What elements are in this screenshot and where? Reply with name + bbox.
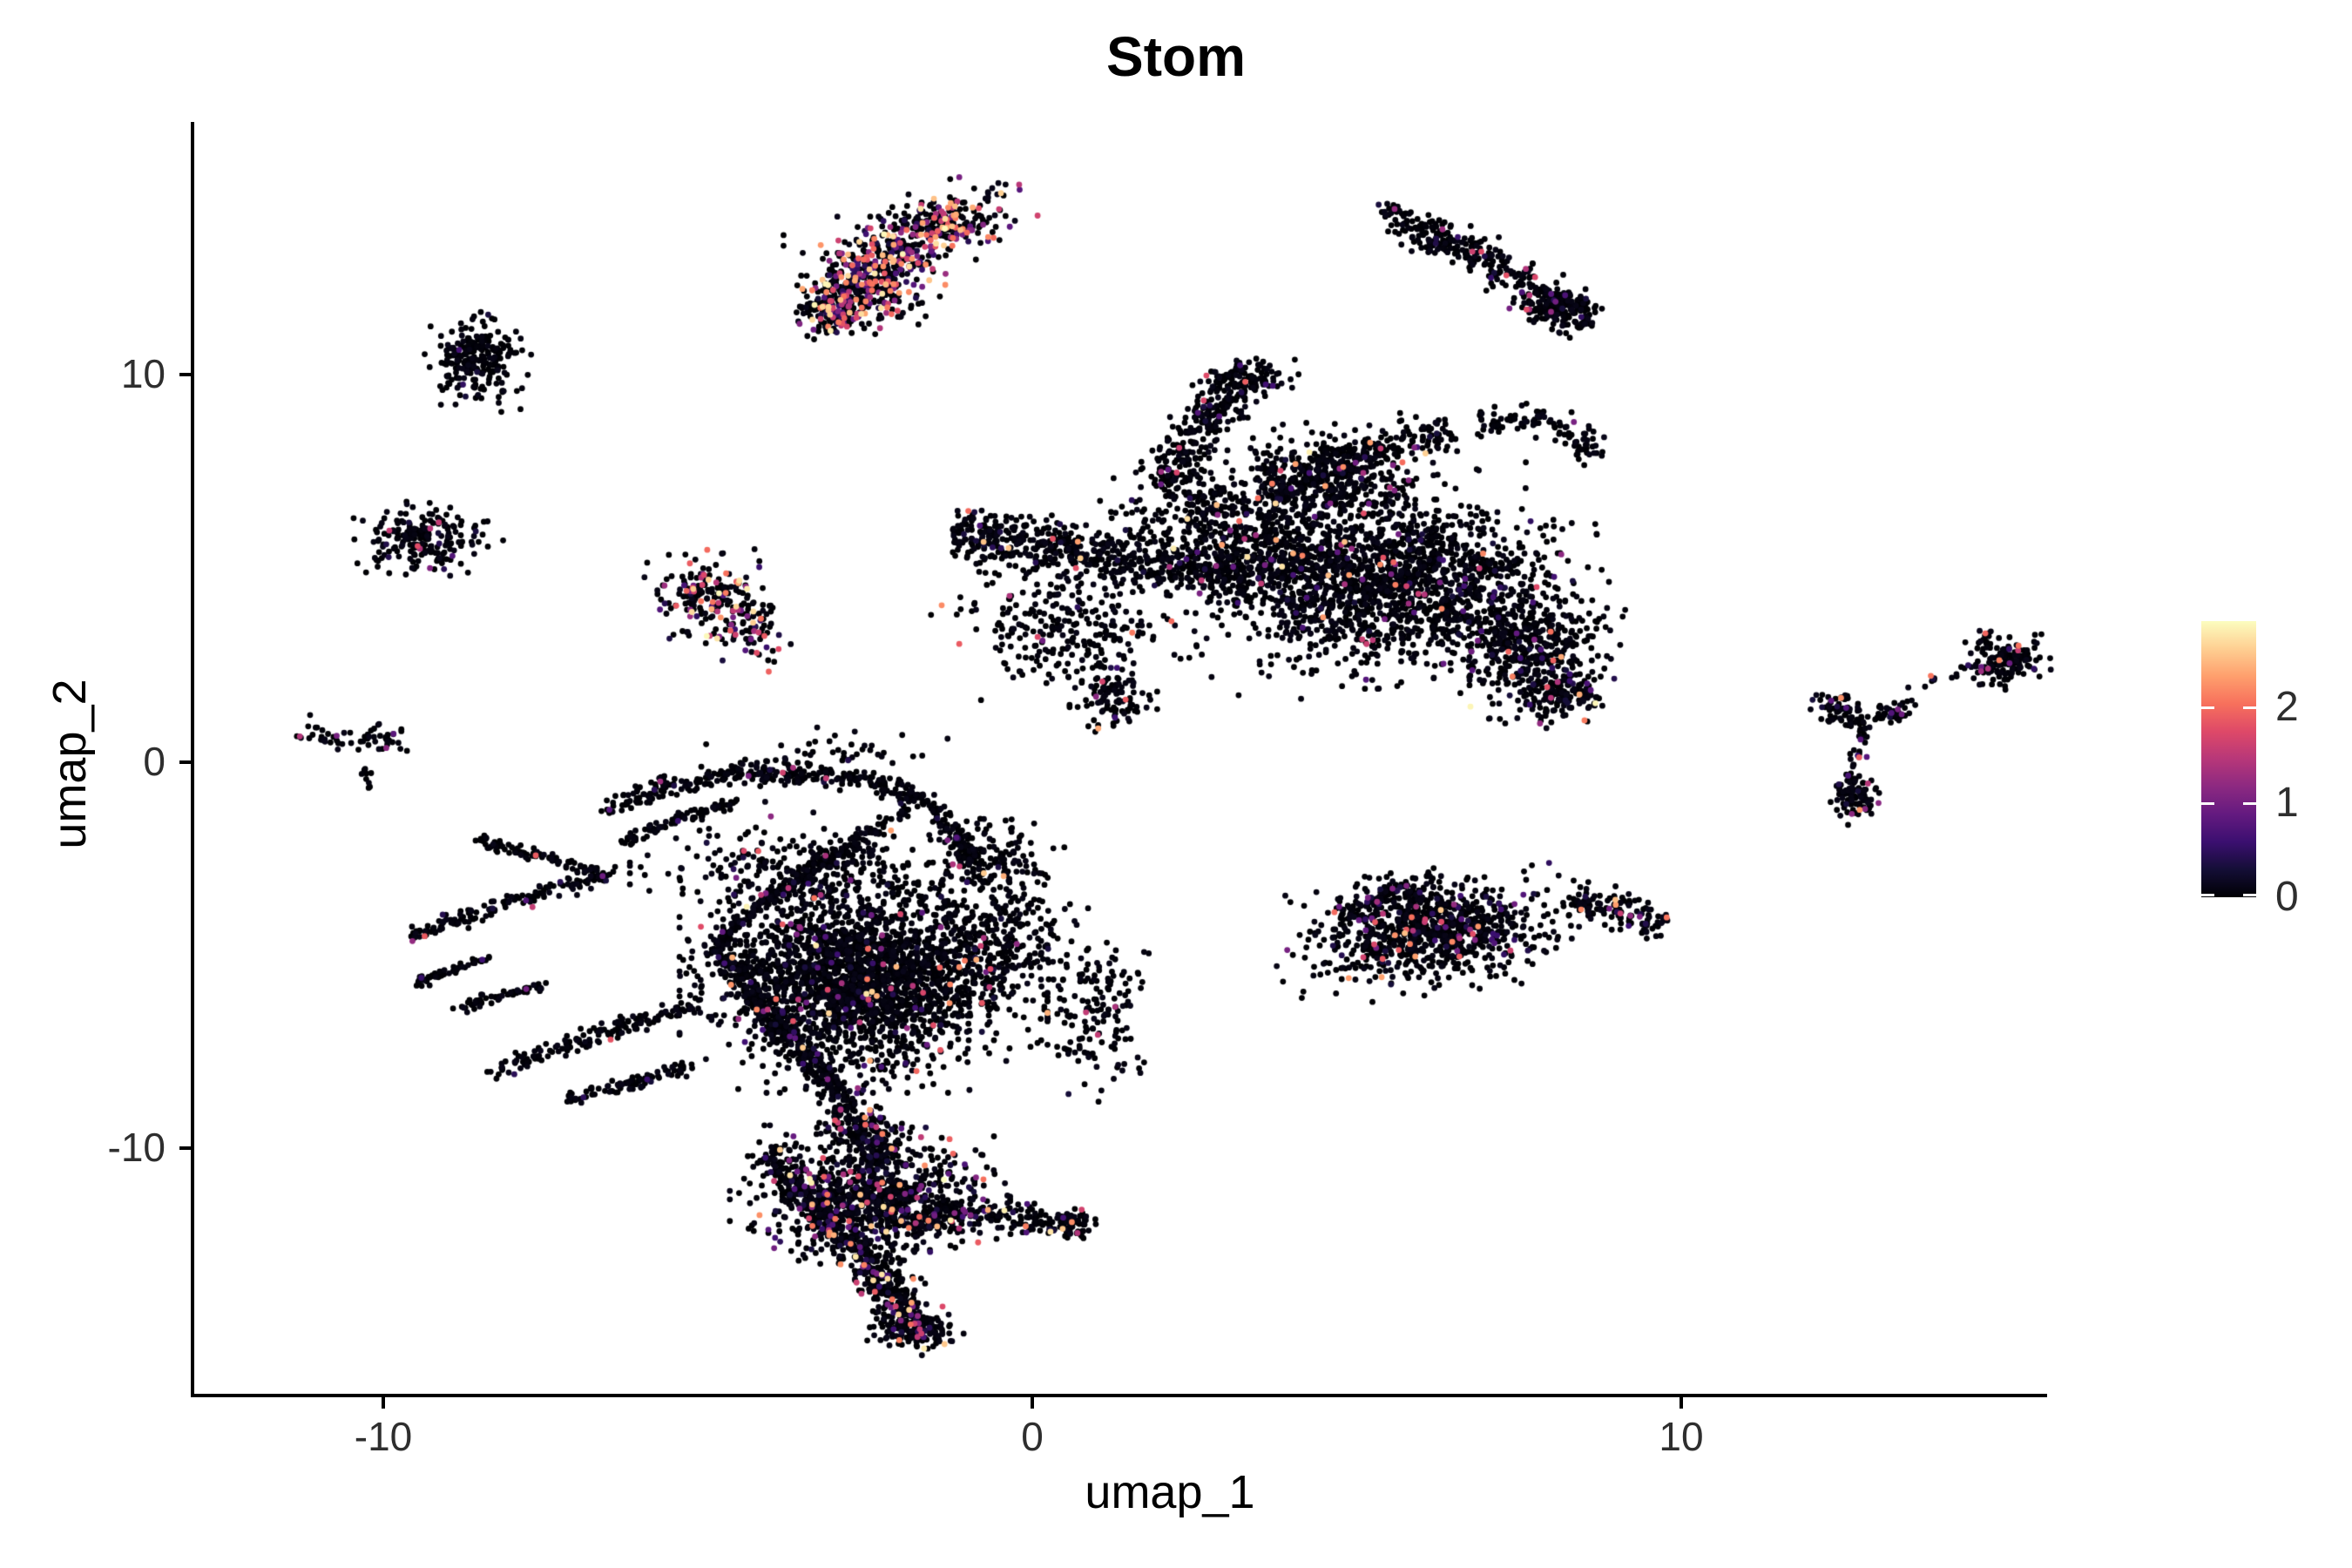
y-tick-mark bbox=[179, 1146, 191, 1150]
x-axis-title: umap_1 bbox=[1085, 1466, 1255, 1518]
x-tick-mark bbox=[1680, 1397, 1683, 1409]
x-tick-label: 10 bbox=[1659, 1414, 1704, 1459]
y-tick-label: -10 bbox=[107, 1125, 166, 1170]
x-tick-label: 0 bbox=[1021, 1414, 1044, 1459]
x-tick-mark bbox=[1031, 1397, 1034, 1409]
colorbar-label: 1 bbox=[2275, 780, 2299, 826]
colorbar-tick bbox=[2201, 706, 2214, 709]
plot-title: Stom bbox=[1106, 25, 1246, 88]
colorbar-tick bbox=[2243, 894, 2256, 896]
colorbar-label: 0 bbox=[2275, 874, 2299, 920]
colorbar-label: 2 bbox=[2275, 684, 2299, 730]
x-tick-label: -10 bbox=[354, 1414, 413, 1459]
x-tick-mark bbox=[382, 1397, 385, 1409]
colorbar-tick bbox=[2243, 706, 2256, 709]
y-tick-label: 10 bbox=[120, 351, 166, 396]
colorbar-tick bbox=[2201, 894, 2214, 896]
x-axis-line bbox=[193, 1394, 2047, 1397]
y-tick-label: 0 bbox=[143, 739, 166, 784]
y-tick-mark bbox=[179, 760, 191, 764]
y-axis-line bbox=[191, 122, 194, 1397]
expression-colorbar bbox=[2201, 621, 2256, 897]
y-tick-mark bbox=[179, 373, 191, 376]
colorbar-tick bbox=[2201, 802, 2214, 805]
colorbar-tick bbox=[2243, 802, 2256, 805]
